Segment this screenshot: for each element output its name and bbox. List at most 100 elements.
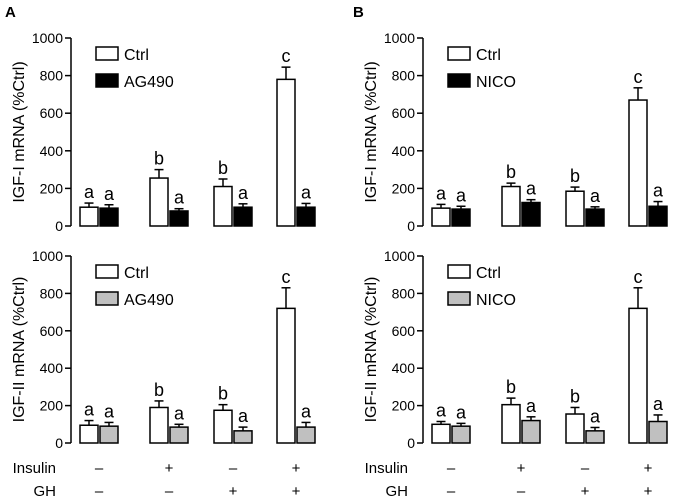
condition-name-insulin: Insulin (365, 460, 408, 477)
legend-swatch-ag490 (95, 291, 119, 306)
legend-swatch-nico (447, 73, 471, 88)
significance-label: b (506, 377, 516, 397)
significance-label: b (570, 166, 580, 186)
y-axis-title: IGF-I mRNA (%Ctrl) (11, 61, 28, 202)
panel-letter-a: A (5, 4, 16, 21)
condition-sign: – (165, 483, 174, 500)
y-tick-label: 400 (392, 143, 416, 159)
y-tick-label: 0 (55, 435, 63, 451)
bar-ctrl (565, 190, 585, 227)
y-tick-label: 0 (55, 218, 63, 234)
condition-sign: + (292, 483, 301, 500)
y-axis-title: IGF-I mRNA (%Ctrl) (363, 61, 380, 202)
y-tick-label: 0 (407, 218, 415, 234)
condition-sign: + (644, 483, 653, 500)
condition-sign: – (95, 460, 104, 477)
bar-ctrl (276, 78, 296, 227)
bar-ag490 (233, 206, 253, 227)
condition-sign: – (581, 460, 590, 477)
legend-swatch-ag490 (95, 73, 119, 88)
bar-ag490 (99, 425, 119, 444)
bar-ctrl (565, 413, 585, 444)
significance-label: a (84, 400, 95, 420)
bar-nico (648, 420, 668, 444)
condition-sign: – (447, 460, 456, 477)
bar-ag490 (296, 426, 316, 444)
condition-table: Insulin – + – + Insulin – + – + GH – – + + GH – – + + (13, 460, 653, 500)
significance-label: a (436, 183, 447, 203)
condition-sign: – (517, 483, 526, 500)
significance-label: a (301, 401, 312, 421)
bar-nico (648, 205, 668, 227)
y-tick-label: 200 (392, 398, 416, 414)
legend-swatch-nico (447, 291, 471, 306)
significance-label: b (506, 162, 516, 182)
bar-ctrl (79, 206, 99, 227)
significance-label: a (526, 179, 537, 199)
bar-nico (585, 430, 605, 444)
significance-label: c (634, 67, 643, 87)
y-tick-label: 200 (40, 180, 64, 196)
significance-label: a (653, 181, 664, 201)
legend-label-ctrl: Ctrl (124, 47, 149, 64)
legend-label-ctrl: Ctrl (476, 265, 501, 282)
bar-ctrl (501, 403, 521, 444)
bar-ctrl (501, 185, 521, 227)
bar-nico (521, 201, 541, 227)
bar-ag490 (169, 210, 189, 227)
bar-ag490 (99, 207, 119, 227)
significance-label: b (218, 158, 228, 178)
significance-label: b (154, 149, 164, 169)
bar-ctrl (149, 406, 169, 444)
bar-ag490 (169, 426, 189, 444)
bar-nico (451, 425, 471, 444)
condition-sign: + (292, 460, 301, 477)
significance-label: a (301, 182, 312, 202)
y-tick-label: 400 (392, 360, 416, 376)
y-tick-label: 600 (40, 323, 64, 339)
significance-label: a (238, 183, 249, 203)
bar-ctrl (213, 409, 233, 444)
condition-sign: + (165, 460, 174, 477)
y-tick-label: 200 (40, 398, 64, 414)
condition-sign: + (229, 483, 238, 500)
y-tick-label: 1000 (32, 248, 63, 264)
bar-ctrl (79, 424, 99, 444)
significance-label: c (282, 46, 291, 66)
bar-ctrl (431, 207, 451, 227)
significance-label: a (456, 185, 467, 205)
bar-nico (585, 208, 605, 227)
significance-label: a (174, 403, 185, 423)
legend-swatch-ctrl (447, 46, 471, 61)
condition-sign: + (517, 460, 526, 477)
y-tick-label: 1000 (384, 248, 415, 264)
legend-label-ag490: AG490 (124, 292, 174, 309)
condition-name-insulin: Insulin (13, 460, 56, 477)
significance-label: b (154, 380, 164, 400)
condition-name-gh: GH (386, 483, 409, 500)
y-tick-label: 600 (392, 323, 416, 339)
y-tick-label: 1000 (384, 30, 415, 46)
significance-label: b (570, 386, 580, 406)
condition-sign: – (229, 460, 238, 477)
panel-letter-b: B (353, 4, 364, 21)
legend-swatch-ctrl (95, 264, 119, 279)
y-tick-label: 800 (392, 68, 416, 84)
bar-ctrl (628, 307, 648, 444)
y-tick-label: 400 (40, 143, 64, 159)
bar-ctrl (276, 307, 296, 444)
y-tick-label: 800 (40, 285, 64, 301)
condition-sign: – (447, 483, 456, 500)
significance-label: a (174, 188, 185, 208)
legend-label-nico: NICO (476, 74, 516, 91)
significance-label: a (526, 396, 537, 416)
legend-label-ctrl: Ctrl (476, 47, 501, 64)
y-tick-label: 1000 (32, 30, 63, 46)
significance-label: c (282, 267, 291, 287)
condition-sign: + (644, 460, 653, 477)
bar-ag490 (296, 206, 316, 227)
